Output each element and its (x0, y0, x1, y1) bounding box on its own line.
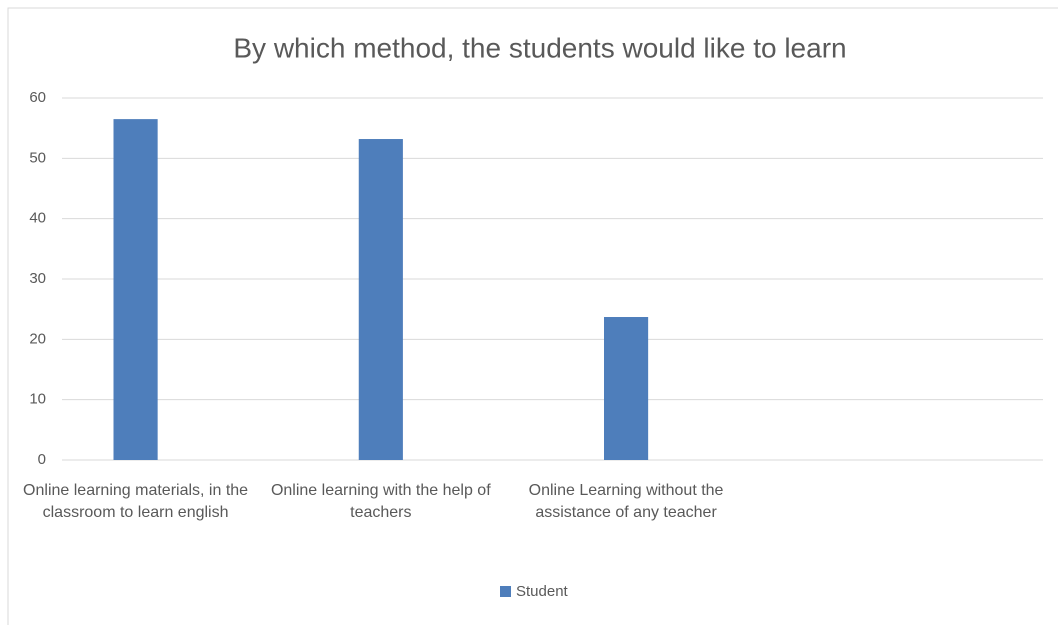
bar (113, 119, 158, 460)
legend-swatch (500, 586, 511, 597)
x-tick-label: Online Learning without the assistance o… (528, 482, 724, 521)
x-tick-label: Online learning with the help of teacher… (270, 482, 491, 521)
y-tick-label: 40 (29, 210, 46, 227)
chart-title: By which method, the students would like… (233, 32, 846, 63)
y-tick-label: 20 (29, 330, 46, 347)
y-tick-label: 0 (38, 451, 46, 468)
legend-label: Student (516, 583, 569, 600)
y-tick-label: 30 (29, 270, 46, 287)
chart-frame (7, 7, 1058, 625)
x-tick-label: Online learning materials, in the classr… (23, 482, 249, 521)
bar (604, 317, 649, 460)
y-tick-label: 10 (29, 391, 46, 408)
y-tick-label: 60 (29, 89, 46, 106)
bar (358, 139, 403, 460)
y-tick-label: 50 (29, 149, 46, 166)
